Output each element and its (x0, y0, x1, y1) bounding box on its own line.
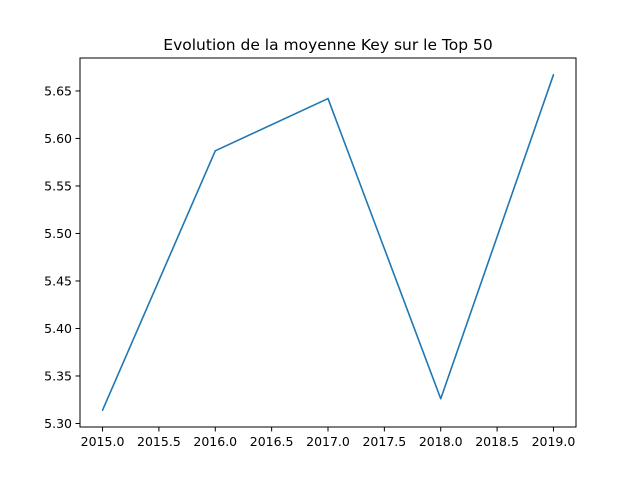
x-tick-label: 2015.0 (81, 434, 125, 449)
data-series-line (101, 74, 555, 411)
x-tick-label: 2016.0 (193, 434, 237, 449)
x-tick-label: 2018.0 (419, 434, 463, 449)
y-tick-label: 5.40 (44, 321, 72, 336)
y-tick-label: 5.35 (44, 368, 72, 383)
plot-area: 2015.0 2015.5 2016.0 2016.5 2017.0 2017.5 2018… (44, 57, 577, 449)
y-tick-label: 5.65 (44, 83, 72, 98)
y-tick-label: 5.45 (44, 273, 72, 288)
y-tick-label: 5.30 (44, 416, 72, 431)
y-tick-label: 5.55 (44, 178, 72, 193)
x-tick-label: 2015.5 (137, 434, 181, 449)
x-tick-label: 2017.0 (306, 434, 350, 449)
y-tick-label: 5.50 (44, 226, 72, 241)
x-tick-label: 2017.5 (362, 434, 406, 449)
x-tick-label: 2016.5 (250, 434, 294, 449)
x-tick-label: 2019.0 (532, 434, 576, 449)
chart-title: Evolution de la moyenne Key sur le Top 5… (163, 36, 492, 54)
x-tick-label: 2018.5 (475, 434, 519, 449)
y-tick-label: 5.60 (44, 131, 72, 146)
